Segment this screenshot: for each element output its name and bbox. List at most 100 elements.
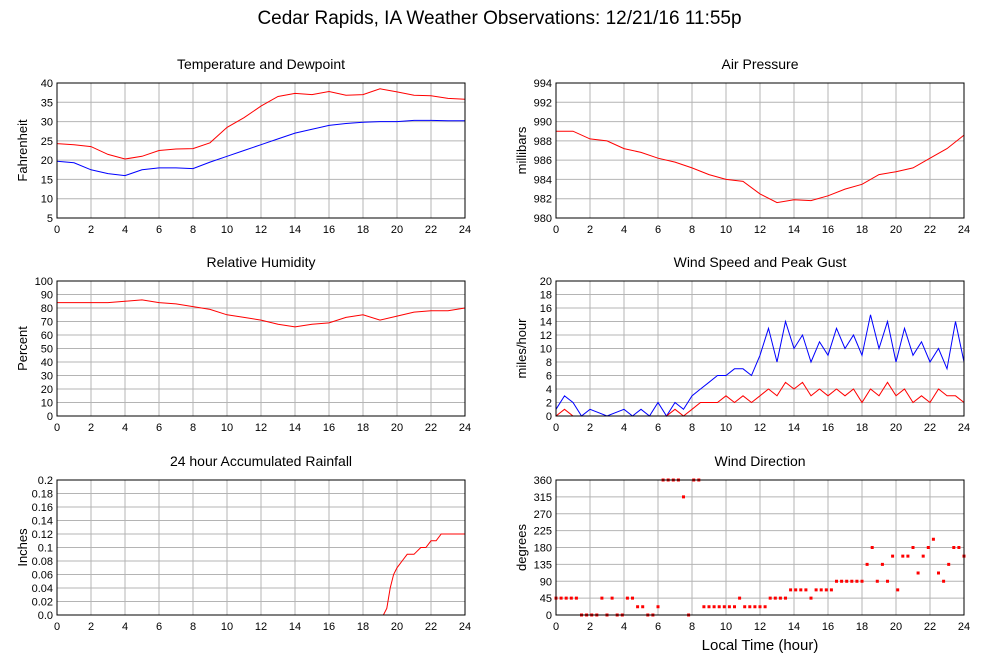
data-point — [916, 571, 920, 575]
y-tick-label: 0.04 — [32, 583, 53, 595]
y-tick-label: 14 — [540, 317, 552, 329]
data-point — [926, 546, 930, 549]
data-point — [875, 579, 879, 583]
data-point — [625, 596, 629, 600]
y-axis-label: Percent — [15, 326, 30, 371]
y-axis-label: Fahrenheit — [15, 119, 30, 182]
x-tick-label: 2 — [587, 422, 593, 434]
x-tick-label: 6 — [655, 422, 661, 434]
data-point — [901, 554, 905, 558]
x-tick-label: 22 — [425, 422, 437, 434]
x-tick-label: 0 — [54, 422, 60, 434]
x-tick-label: 4 — [122, 621, 128, 633]
series-line-1 — [57, 533, 465, 616]
x-tick-label: 12 — [754, 422, 766, 434]
y-tick-label: 10 — [41, 398, 53, 410]
y-tick-label: 135 — [534, 559, 552, 571]
x-tick-label: 18 — [856, 422, 868, 434]
series-line-1 — [57, 299, 466, 328]
y-tick-label: 982 — [534, 194, 552, 206]
y-tick-label: 0 — [546, 411, 552, 423]
x-tick-label: 20 — [890, 422, 902, 434]
x-tick-label: 20 — [391, 422, 403, 434]
panel-title: Wind Speed and Peak Gust — [674, 254, 847, 270]
data-point — [947, 562, 951, 566]
data-point — [610, 596, 614, 600]
x-tick-label: 6 — [156, 621, 162, 633]
data-point — [855, 579, 859, 583]
x-tick-label: 0 — [54, 224, 60, 236]
data-point — [809, 596, 813, 600]
data-point — [784, 596, 787, 600]
data-point — [921, 554, 925, 558]
y-tick-label: 992 — [534, 97, 552, 109]
data-point — [880, 562, 884, 566]
y-tick-label: 80 — [41, 303, 53, 315]
data-point — [865, 562, 869, 566]
x-tick-label: 16 — [822, 422, 834, 434]
data-point — [814, 588, 818, 592]
x-tick-label: 16 — [822, 621, 834, 633]
x-tick-label: 8 — [190, 224, 196, 236]
x-tick-label: 22 — [924, 224, 936, 236]
y-tick-label: 10 — [41, 194, 53, 206]
y-tick-label: 35 — [41, 97, 53, 109]
chart-rh: 0 2 4 6 8 10 12 14 16 18 20 22 240102030405060708090… — [15, 254, 471, 434]
plot-frame — [555, 479, 965, 616]
y-tick-label: 0.06 — [32, 570, 53, 582]
x-tick-label: 8 — [190, 621, 196, 633]
x-tick-label: 0 — [553, 224, 559, 236]
y-tick-label: 315 — [534, 492, 552, 504]
data-point — [748, 605, 752, 609]
x-tick-label: 16 — [323, 621, 335, 633]
data-point — [824, 588, 828, 592]
x-tick-label: 4 — [621, 422, 627, 434]
data-point — [957, 546, 961, 549]
data-point — [886, 579, 889, 583]
x-tick-label: 14 — [289, 422, 301, 434]
x-tick-label: 20 — [890, 621, 902, 633]
data-point — [727, 605, 731, 609]
x-tick-label: 6 — [655, 224, 661, 236]
x-tick-label: 10 — [221, 224, 233, 236]
x-tick-label: 0 — [54, 621, 60, 633]
y-tick-label: 0 — [47, 411, 53, 423]
y-tick-label: 0 — [546, 610, 552, 622]
x-tick-label: 12 — [255, 224, 267, 236]
x-tick-label: 12 — [754, 621, 766, 633]
data-point — [799, 588, 803, 592]
data-point — [763, 605, 767, 609]
y-tick-label: 0.14 — [32, 516, 53, 528]
data-point — [631, 596, 634, 600]
x-tick-label: 14 — [788, 422, 800, 434]
data-point — [819, 588, 823, 592]
plot-frame — [56, 280, 466, 417]
y-tick-label: 986 — [534, 155, 552, 167]
y-tick-label: 360 — [534, 475, 552, 487]
y-tick-label: 90 — [540, 576, 552, 588]
x-tick-label: 0 — [553, 621, 559, 633]
x-tick-label: 8 — [190, 422, 196, 434]
data-point — [840, 579, 844, 583]
x-tick-label: 24 — [958, 621, 970, 633]
panel-title: Wind Direction — [714, 453, 805, 469]
data-point — [789, 588, 793, 592]
page-title: Cedar Rapids, IA Weather Observations: 1… — [257, 8, 742, 29]
y-axis-label: Inches — [15, 528, 30, 567]
y-tick-label: 20 — [41, 384, 53, 396]
plot-frame — [555, 82, 965, 219]
x-tick-label: 2 — [88, 224, 94, 236]
data-point — [773, 596, 777, 600]
y-tick-label: 30 — [41, 117, 53, 129]
x-tick-label: 18 — [856, 224, 868, 236]
x-tick-label: 16 — [323, 224, 335, 236]
x-tick-label: 0 — [553, 422, 559, 434]
data-point — [835, 579, 838, 583]
y-tick-label: 0.02 — [32, 597, 53, 609]
data-point — [804, 588, 808, 592]
y-tick-label: 984 — [534, 174, 552, 186]
y-tick-label: 980 — [534, 213, 552, 225]
series-line-1 — [556, 130, 965, 204]
